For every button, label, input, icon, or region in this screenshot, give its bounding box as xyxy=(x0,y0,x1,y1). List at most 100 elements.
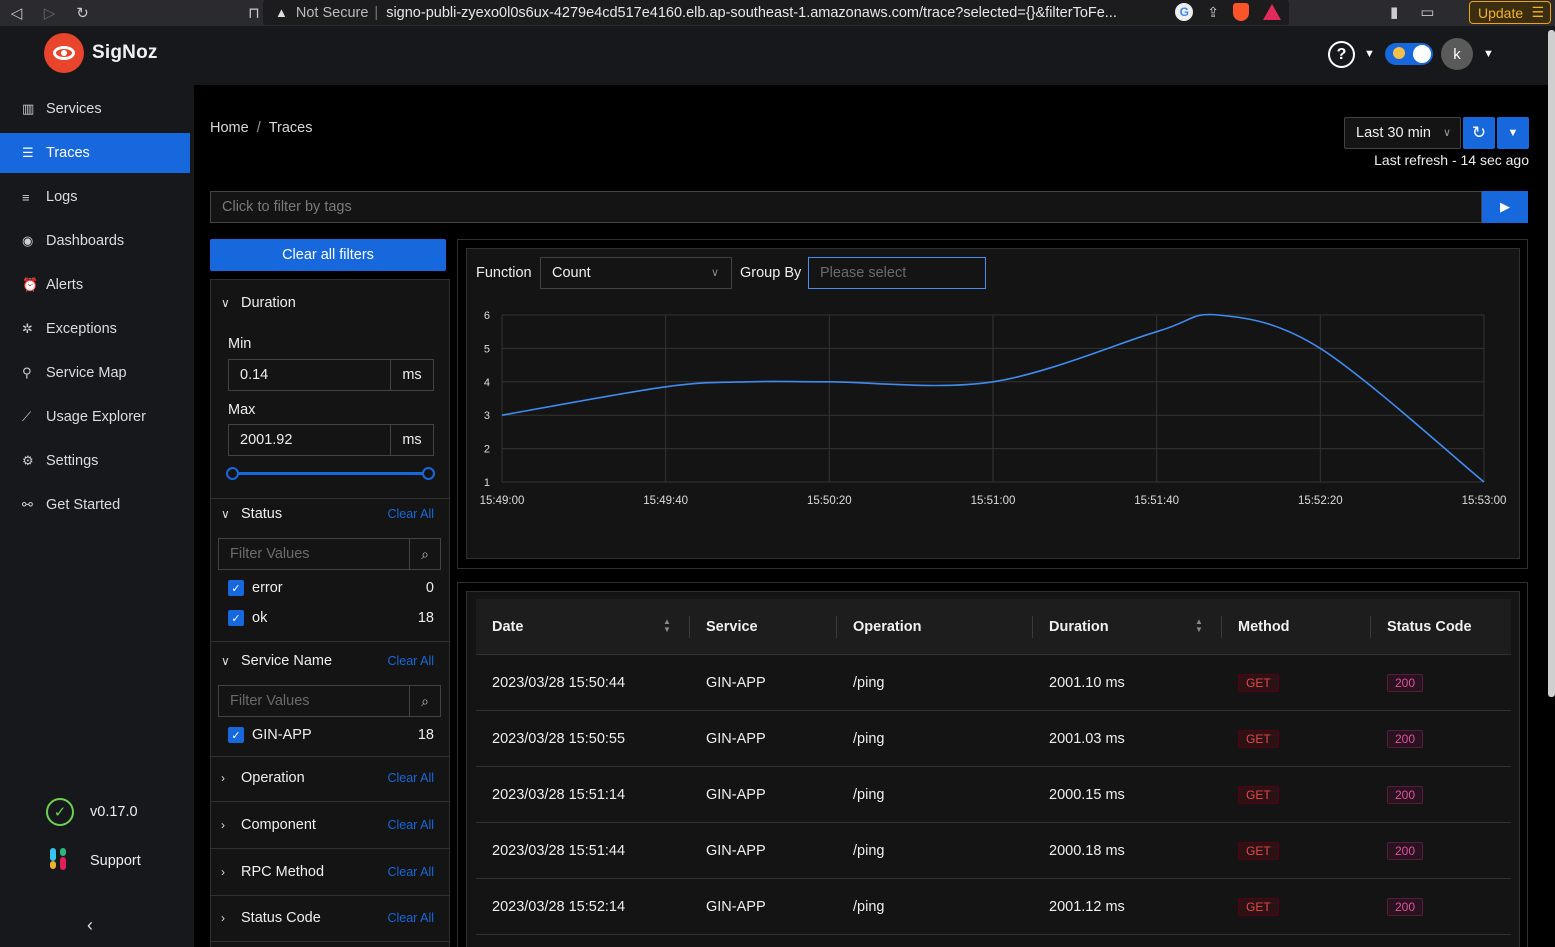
checkbox[interactable]: ✓ xyxy=(228,610,244,626)
status-section-header[interactable]: ∨ Status Clear All xyxy=(211,502,449,526)
method-tag: GET xyxy=(1238,730,1279,748)
url-separator: | xyxy=(374,4,379,21)
service-name-section-header[interactable]: ∨ Service Name Clear All xyxy=(211,649,449,673)
slider-max-handle[interactable] xyxy=(422,467,435,480)
y-tick-label: 3 xyxy=(484,410,490,422)
rpc-method-clear-all[interactable]: Clear All xyxy=(387,865,434,879)
sidebar-item-settings[interactable]: ⚙ Settings xyxy=(0,441,190,481)
breadcrumb-separator: / xyxy=(256,120,261,136)
function-select[interactable]: Count ∨ xyxy=(540,257,732,289)
sidebar-item-dashboards[interactable]: ◉ Dashboards xyxy=(0,221,190,261)
status-code-clear-all[interactable]: Clear All xyxy=(387,911,434,925)
table-row[interactable]: 2023/03/28 15:52:14 GIN-APP/ping 2001.12 m… xyxy=(476,879,1511,935)
support-link[interactable]: Support xyxy=(46,847,141,875)
sort-icon[interactable]: ▲ ▼ xyxy=(1195,617,1203,634)
refresh-button[interactable]: ↻ xyxy=(1463,117,1495,149)
update-button[interactable]: Update ☰ xyxy=(1469,1,1551,24)
help-icon[interactable]: ? xyxy=(1328,41,1355,68)
time-range-select[interactable]: Last 30 min ∨ xyxy=(1344,117,1461,149)
max-duration-input[interactable]: 2001.92 ms xyxy=(228,424,434,456)
google-icon[interactable]: G xyxy=(1175,3,1194,21)
address-bar[interactable]: ▲ Not Secure | signo-publi-zyexo0l0s6ux-… xyxy=(263,0,1289,25)
sidebar-item-alerts[interactable]: ⏰ Alerts xyxy=(0,265,190,305)
brave-shield-icon[interactable] xyxy=(1233,3,1249,21)
column-duration[interactable]: Duration xyxy=(1049,619,1109,635)
cell-duration: 2000.18 ms xyxy=(1049,843,1125,859)
status-code-section-header[interactable]: › Status Code Clear All xyxy=(211,906,449,930)
collapse-sidebar-icon[interactable]: ‹ xyxy=(87,915,93,935)
clear-all-filters-button[interactable]: Clear all filters xyxy=(210,239,446,271)
group-by-select[interactable]: Please select xyxy=(808,257,986,289)
y-tick-label: 2 xyxy=(484,444,490,456)
url-text[interactable]: signo-publi-zyexo0l0s6ux-4279e4cd517e416… xyxy=(386,4,1117,21)
wallet-icon[interactable]: ▭ xyxy=(1420,4,1435,21)
align-left-icon: ≡ xyxy=(22,189,30,205)
slider-min-handle[interactable] xyxy=(226,467,239,480)
bookmark-icon[interactable]: ⊓ xyxy=(248,5,260,22)
sidebar-item-usage-explorer[interactable]: ⟋ Usage Explorer xyxy=(0,397,190,437)
status-option-ok[interactable]: ✓ ok 18 xyxy=(228,608,434,628)
duration-section-header[interactable]: ∨ Duration xyxy=(211,291,449,315)
breadcrumb-home[interactable]: Home xyxy=(210,120,249,136)
checkbox[interactable]: ✓ xyxy=(228,580,244,596)
status-clear-all[interactable]: Clear All xyxy=(387,507,434,521)
sidebar-item-logs[interactable]: ≡ Logs xyxy=(0,177,190,217)
sort-icon[interactable]: ▲ ▼ xyxy=(663,617,671,634)
status-filter-search[interactable]: Filter Values ⌕ xyxy=(218,538,441,570)
min-duration-input[interactable]: 0.14 ms xyxy=(228,359,434,391)
column-date[interactable]: Date xyxy=(492,619,524,635)
signoz-logo-icon[interactable] xyxy=(44,33,84,73)
table-row[interactable]: 2023/03/28 15:51:44 GIN-APP/ping 2000.18 m… xyxy=(476,823,1511,879)
table-row[interactable]: 2023/03/28 15:51:14 GIN-APP/ping 2000.15 m… xyxy=(476,767,1511,823)
back-icon[interactable]: ◁ xyxy=(10,5,23,22)
sidebar-toggle-icon[interactable]: ▮ xyxy=(1390,4,1399,21)
status-search-placeholder[interactable]: Filter Values xyxy=(230,546,310,562)
table-row[interactable]: 2023/03/28 15:50:55 GIN-APP/ping 2001.03 m… xyxy=(476,711,1511,767)
forward-icon[interactable]: ▷ xyxy=(43,5,56,22)
sidebar-item-get-started[interactable]: ⚯ Get Started xyxy=(0,485,190,525)
slack-icon xyxy=(46,847,74,875)
service-option-gin-app[interactable]: ✓ GIN-APP 18 xyxy=(228,725,434,745)
moon-icon xyxy=(1393,47,1405,59)
x-tick-label: 15:49:00 xyxy=(480,495,525,507)
sidebar-item-label: Dashboards xyxy=(46,233,125,249)
chevron-down-icon[interactable]: ▼ xyxy=(1364,48,1375,60)
version-info[interactable]: ✓ v0.17.0 xyxy=(46,798,138,826)
duration-slider-track[interactable] xyxy=(232,472,429,475)
checkbox[interactable]: ✓ xyxy=(228,727,244,743)
x-tick-label: 15:51:00 xyxy=(971,495,1016,507)
chevron-down-icon[interactable]: ▼ xyxy=(1483,48,1494,60)
tag-filter-input[interactable]: Click to filter by tags xyxy=(210,191,1482,223)
theme-toggle[interactable] xyxy=(1385,43,1433,65)
status-option-error[interactable]: ✓ error 0 xyxy=(228,578,434,598)
play-icon: ▶ xyxy=(1500,199,1510,214)
sidebar-item-exceptions[interactable]: ✲ Exceptions xyxy=(0,309,190,349)
refresh-interval-dropdown[interactable]: ▼ xyxy=(1497,117,1529,149)
sidebar-item-services[interactable]: ▥ Services xyxy=(0,89,190,129)
brand-name[interactable]: SigNoz xyxy=(92,42,158,63)
caret-down-icon: ▼ xyxy=(1507,127,1519,139)
operation-clear-all[interactable]: Clear All xyxy=(387,771,434,785)
search-icon[interactable]: ⌕ xyxy=(409,539,440,569)
service-name-clear-all[interactable]: Clear All xyxy=(387,654,434,668)
chevron-right-icon: › xyxy=(221,818,225,832)
series-line xyxy=(501,313,1485,483)
avatar[interactable]: k xyxy=(1441,38,1473,70)
sidebar-item-traces[interactable]: ☰ Traces xyxy=(0,133,190,173)
rewards-icon[interactable] xyxy=(1263,4,1281,20)
min-duration-value[interactable]: 0.14 xyxy=(240,367,269,383)
sidebar-item-service-map[interactable]: ⚲ Service Map xyxy=(0,353,190,393)
service-search-placeholder[interactable]: Filter Values xyxy=(230,693,310,709)
search-icon[interactable]: ⌕ xyxy=(409,686,440,716)
page-scrollbar[interactable] xyxy=(1548,30,1555,697)
reload-icon[interactable]: ↻ xyxy=(76,5,89,22)
share-icon[interactable]: ⇪ xyxy=(1207,3,1219,20)
component-clear-all[interactable]: Clear All xyxy=(387,818,434,832)
rpc-method-section-header[interactable]: › RPC Method Clear All xyxy=(211,860,449,884)
operation-section-header[interactable]: › Operation Clear All xyxy=(211,766,449,790)
max-duration-value[interactable]: 2001.92 xyxy=(240,432,293,448)
run-filter-button[interactable]: ▶ xyxy=(1482,191,1528,223)
service-filter-search[interactable]: Filter Values ⌕ xyxy=(218,685,441,717)
component-section-header[interactable]: › Component Clear All xyxy=(211,813,449,837)
table-row[interactable]: 2023/03/28 15:50:44 GIN-APP/ping 2001.10 m… xyxy=(476,655,1511,711)
